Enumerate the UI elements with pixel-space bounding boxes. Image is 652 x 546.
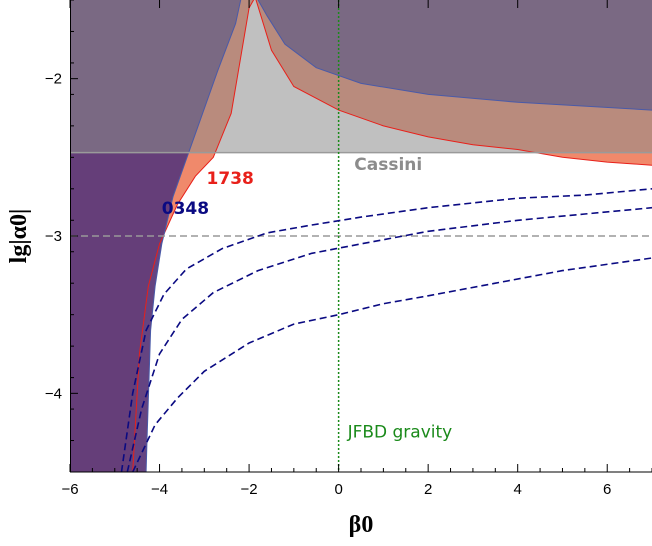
y-tick-label: −2 <box>45 71 62 88</box>
psr0348-label: 0348 <box>162 199 209 219</box>
psr1738-lower-boundary <box>132 0 255 472</box>
cassini-excluded-region <box>70 0 652 153</box>
y-tick-label: −3 <box>45 228 62 245</box>
y-tick-label: −4 <box>45 385 62 402</box>
dashed-curve-2 <box>126 206 652 472</box>
psr1738-upper-boundary <box>255 0 652 166</box>
x-tick-label: 0 <box>334 481 342 498</box>
dashed-curve-1 <box>120 188 652 472</box>
x-tick-label: 2 <box>424 481 432 498</box>
psr0348-upper-boundary <box>257 0 652 111</box>
jfbd-label: JFBD gravity <box>347 422 453 442</box>
dashed-curve-3 <box>131 257 652 472</box>
x-axis-title-text: β0 <box>349 512 374 538</box>
x-tick-label: −4 <box>151 481 168 498</box>
x-tick-label: 4 <box>514 481 522 498</box>
cassini-label: Cassini <box>354 155 422 175</box>
x-tick-label: 6 <box>603 481 611 498</box>
x-tick-label: −6 <box>61 481 78 498</box>
psr1738-label: 1738 <box>207 169 254 189</box>
x-axis-title: β0 <box>349 512 374 538</box>
x-tick-label: −2 <box>241 481 258 498</box>
y-axis-title: lg|α0| <box>6 209 32 264</box>
